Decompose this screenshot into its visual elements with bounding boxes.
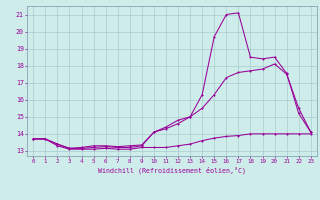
X-axis label: Windchill (Refroidissement éolien,°C): Windchill (Refroidissement éolien,°C) — [98, 167, 246, 174]
